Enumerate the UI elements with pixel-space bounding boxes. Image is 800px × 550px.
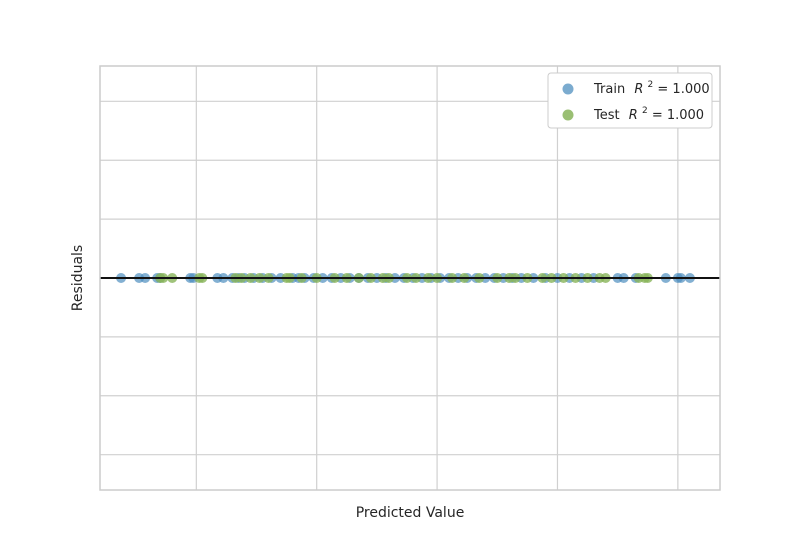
legend-series-name-test: Test	[593, 108, 620, 123]
legend-box	[547, 72, 713, 129]
legend-r-value-test: = 1.000	[652, 108, 704, 123]
legend: Train R 2 = 1.000 Test R 2 = 1.000	[547, 72, 713, 129]
y-axis-label: Residuals	[70, 245, 86, 311]
plot-frame	[99, 65, 721, 491]
legend-r-power-test: 2	[642, 106, 648, 116]
legend-r-power-train: 2	[648, 80, 654, 90]
legend-entry-test: Test R 2 = 1.000	[593, 102, 704, 123]
legend-r-symbol-test: R	[629, 108, 638, 123]
x-axis-label: Predicted Value	[356, 505, 465, 521]
legend-marker-test	[562, 109, 574, 121]
legend-series-name-train: Train	[593, 82, 625, 97]
legend-entry-train: Train R 2 = 1.000	[593, 76, 710, 97]
legend-marker-train	[562, 83, 574, 95]
legend-r-symbol-train: R	[634, 82, 643, 97]
legend-r-value-train: = 1.000	[657, 82, 709, 97]
